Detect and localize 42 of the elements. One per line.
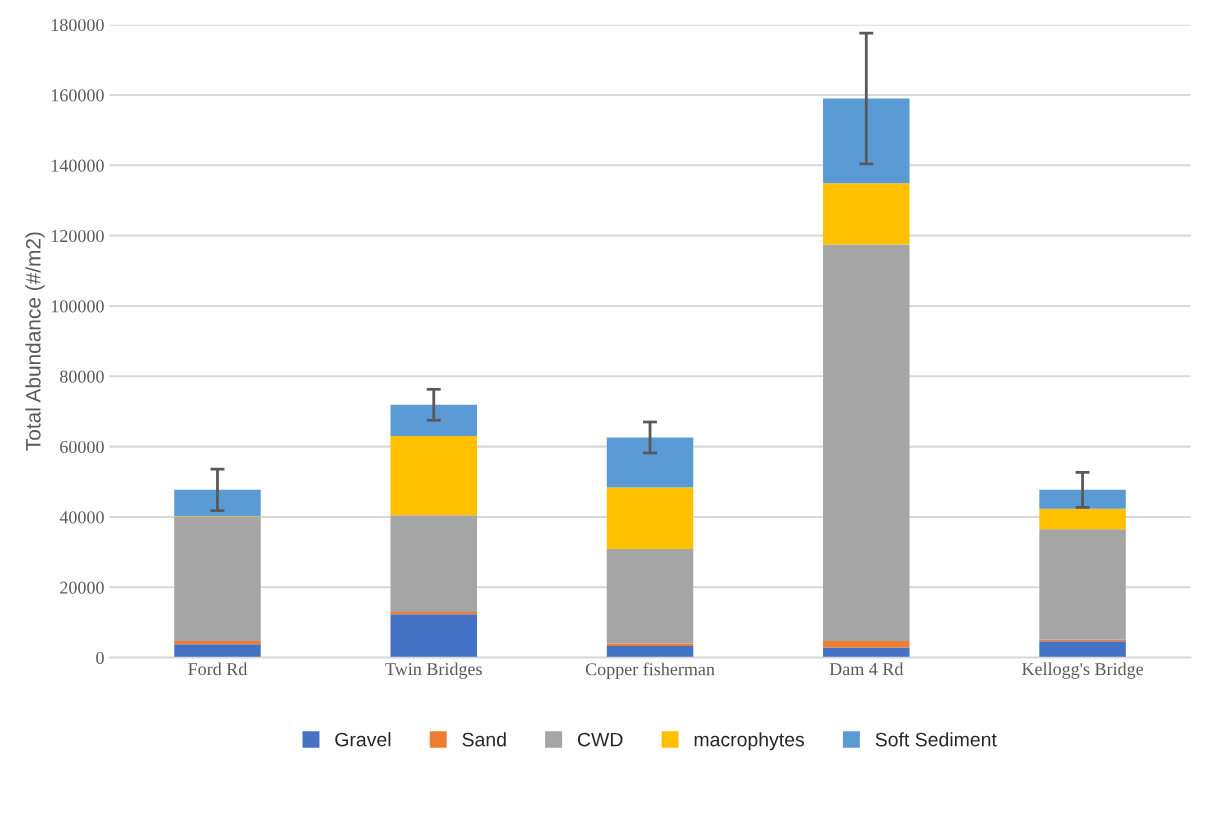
bar bbox=[390, 436, 478, 516]
bar bbox=[823, 244, 910, 642]
y-tick-label: 60000 bbox=[60, 440, 104, 454]
bar bbox=[390, 614, 478, 658]
y-tick-label: 120000 bbox=[51, 229, 104, 243]
x-tick-label: Copper fisherman bbox=[585, 662, 715, 680]
x-tick-label: Ford Rd bbox=[188, 662, 248, 676]
legend-label: Soft Sediment bbox=[875, 732, 997, 747]
bar bbox=[1039, 641, 1126, 658]
bar bbox=[174, 641, 261, 645]
y-tick-label: 20000 bbox=[60, 581, 104, 594]
y-tick-label: 180000 bbox=[51, 18, 104, 32]
bar bbox=[606, 487, 694, 549]
bar bbox=[1039, 489, 1126, 509]
bar bbox=[606, 437, 694, 488]
x-tick-label: Twin Bridges bbox=[385, 662, 482, 679]
legend-label: macrophytes bbox=[694, 732, 805, 751]
bar bbox=[174, 489, 261, 516]
y-tick-label: 40000 bbox=[59, 511, 104, 524]
bar bbox=[174, 516, 261, 642]
bar bbox=[606, 548, 694, 644]
y-tick-label: 80000 bbox=[60, 370, 104, 383]
legend-label: Sand bbox=[462, 732, 506, 747]
legend-label: CWD bbox=[577, 732, 623, 747]
y-tick-label: 0 bbox=[96, 651, 104, 665]
y-tick-label: 100000 bbox=[51, 300, 104, 313]
bar bbox=[823, 641, 910, 648]
bar bbox=[1039, 529, 1126, 640]
bar bbox=[1039, 508, 1126, 530]
bar bbox=[390, 404, 478, 437]
x-tick-label: Kellogg's Bridge bbox=[1022, 662, 1143, 679]
bar bbox=[606, 646, 694, 658]
legend-label: Gravel bbox=[335, 732, 391, 747]
bar bbox=[174, 644, 261, 658]
bar bbox=[390, 515, 478, 612]
bar bbox=[823, 647, 910, 658]
bar bbox=[823, 183, 910, 245]
bar bbox=[823, 98, 910, 184]
y-tick-label: 140000 bbox=[51, 159, 104, 172]
x-tick-label: Dam 4 Rd bbox=[829, 662, 904, 676]
y-axis-title: Total Abundance (#/m2) bbox=[25, 232, 45, 451]
y-tick-label: 160000 bbox=[51, 89, 104, 102]
